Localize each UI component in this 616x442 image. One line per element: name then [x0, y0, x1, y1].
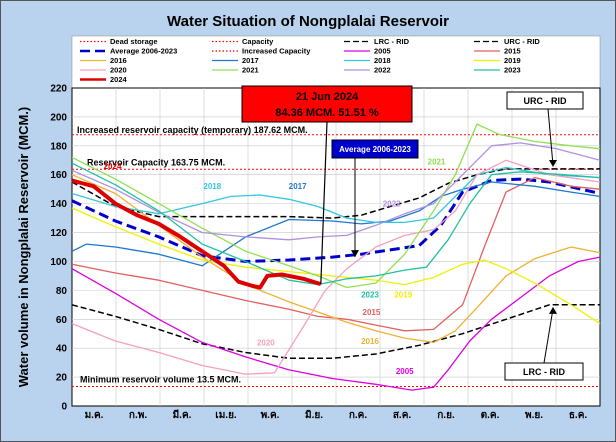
- y-tick-label: 200: [50, 112, 67, 123]
- lrc-callout-leader: [543, 308, 554, 364]
- x-tick-label: ก.ค.: [349, 410, 368, 421]
- y-tick-label: 100: [50, 257, 67, 268]
- series-line-2023: [71, 162, 601, 286]
- legend-label: 2017: [242, 56, 259, 65]
- x-tick-label: มี.ค.: [173, 409, 192, 421]
- legend-label: Increased Capacity: [242, 47, 311, 56]
- legend: Dead storage Capacity LRC - RID URC - RID Av…: [80, 37, 540, 84]
- current-value-box: [241, 85, 413, 123]
- legend-label: Average 2006-2023: [110, 47, 177, 56]
- y-tick-label: 180: [50, 141, 67, 152]
- series-label-2019: 2019: [394, 291, 412, 300]
- series-line-2018: [71, 166, 601, 224]
- y-tick-label: 140: [50, 199, 67, 210]
- y-tick-label: 0: [61, 402, 67, 413]
- x-tick-label: ส.ค.: [393, 410, 412, 421]
- x-tick-label: พ.ย.: [525, 410, 543, 421]
- x-tick-label: ม.ค.: [85, 410, 104, 421]
- ref-label-dead_storage: Minimum reservoir volume 13.5 MCM.: [80, 374, 241, 384]
- x-tick-label: ต.ค.: [481, 410, 500, 421]
- urc-callout-leader: [547, 108, 554, 165]
- x-tick-label: ธ.ค.: [569, 410, 588, 421]
- legend-label: LRC - RID: [374, 37, 410, 46]
- average-callout-label: Average 2006-2023: [339, 145, 411, 154]
- legend-label: 2016: [110, 56, 127, 65]
- current-date-label: 21 Jun 2024: [296, 91, 359, 103]
- series-line-2021: [71, 123, 601, 289]
- legend-label: 2015: [504, 47, 521, 56]
- y-axis-label: Water volume in Nongplalai Reservoir (MC…: [16, 107, 31, 388]
- x-axis-ticks: ม.ค. ก.พ. มี.ค. เม.ย. พ.ค. มิ.ย. ก.ค. ส.ค. ก.ย. ต…: [85, 409, 588, 421]
- y-axis-ticks: 0 20 40 60 80 100 120 140 160 180 200 220: [50, 84, 67, 413]
- series-label-2005: 2005: [396, 367, 414, 376]
- y-tick-label: 80: [56, 286, 68, 297]
- legend-label: 2018: [374, 56, 391, 65]
- series-line-2017: [71, 181, 601, 267]
- lrc-callout-label: LRC - RID: [523, 367, 565, 377]
- y-tick-label: 220: [50, 84, 67, 95]
- series-line-lrc-rid: [71, 304, 600, 360]
- legend-label: Capacity: [242, 37, 274, 46]
- x-tick-label: พ.ค.: [261, 410, 280, 421]
- series-line-2022: [71, 142, 601, 241]
- series-line-2019: [71, 207, 601, 325]
- series-label-2022: 2022: [383, 200, 401, 209]
- y-tick-label: 60: [56, 315, 68, 326]
- legend-label: 2019: [504, 56, 521, 65]
- current-value-label: 84.36 MCM. 51.51 %: [275, 107, 379, 119]
- callouts: 21 Jun 2024 84.36 MCM. 51.51 % Average 200…: [241, 85, 584, 381]
- series-label-2024: 2024: [104, 162, 122, 171]
- legend-label: 2022: [374, 66, 391, 75]
- series-label-2018: 2018: [203, 182, 221, 191]
- series-line-2016: [71, 174, 601, 344]
- series-line-2005: [71, 256, 601, 391]
- legend-label: URC - RID: [504, 37, 540, 46]
- series-label-2017: 2017: [289, 182, 307, 191]
- legend-label: 2024: [110, 75, 128, 84]
- series-line-2015: [71, 176, 601, 332]
- y-tick-label: 160: [50, 170, 67, 181]
- ref-label-capacity: Reservoir Capacity 163.75 MCM.: [87, 157, 225, 167]
- chart-title: Water Situation of Nongplalai Reservoir: [167, 13, 449, 30]
- series-label-2015: 2015: [363, 308, 381, 317]
- urc-callout-arrow: [549, 159, 557, 167]
- legend-label: 2005: [374, 47, 391, 56]
- series-labels: 2024 2018 2017 2022 2021 2023 2019 2015 2016 2020…: [104, 158, 446, 377]
- x-tick-label: ก.พ.: [129, 410, 147, 421]
- series-lines: [71, 123, 601, 391]
- series-label-2020: 2020: [257, 338, 275, 347]
- series-line-2020: [71, 159, 601, 375]
- ref-label-increased_capacity: Increased reservoir capacity (temporary)…: [77, 125, 308, 135]
- series-label-2023: 2023: [361, 291, 379, 300]
- y-tick-label: 40: [56, 344, 68, 355]
- current-value-leader: [320, 121, 328, 285]
- legend-label: 2023: [504, 66, 521, 75]
- legend-box: [71, 35, 601, 91]
- y-tick-label: 120: [50, 228, 67, 239]
- x-tick-label: มิ.ย.: [305, 409, 323, 421]
- y-tick-label: 20: [56, 373, 68, 384]
- lrc-callout-arrow: [549, 306, 557, 314]
- x-tick-label: ก.ย.: [437, 410, 455, 421]
- urc-callout-box: [506, 91, 584, 110]
- legend-label: 2021: [242, 66, 259, 75]
- series-line-average-2006-2023: [71, 177, 601, 263]
- series-line-2024: [71, 178, 322, 290]
- x-tick-label: เม.ย.: [215, 410, 237, 421]
- urc-callout-label: URC - RID: [524, 96, 567, 106]
- series-label-2016: 2016: [361, 337, 379, 346]
- legend-label: Dead storage: [110, 37, 158, 46]
- average-callout-box: [331, 139, 419, 159]
- legend-label: 2020: [110, 66, 127, 75]
- series-label-2021: 2021: [428, 158, 446, 167]
- series-line-urc-rid: [71, 168, 600, 219]
- average-callout-arrow: [351, 250, 359, 258]
